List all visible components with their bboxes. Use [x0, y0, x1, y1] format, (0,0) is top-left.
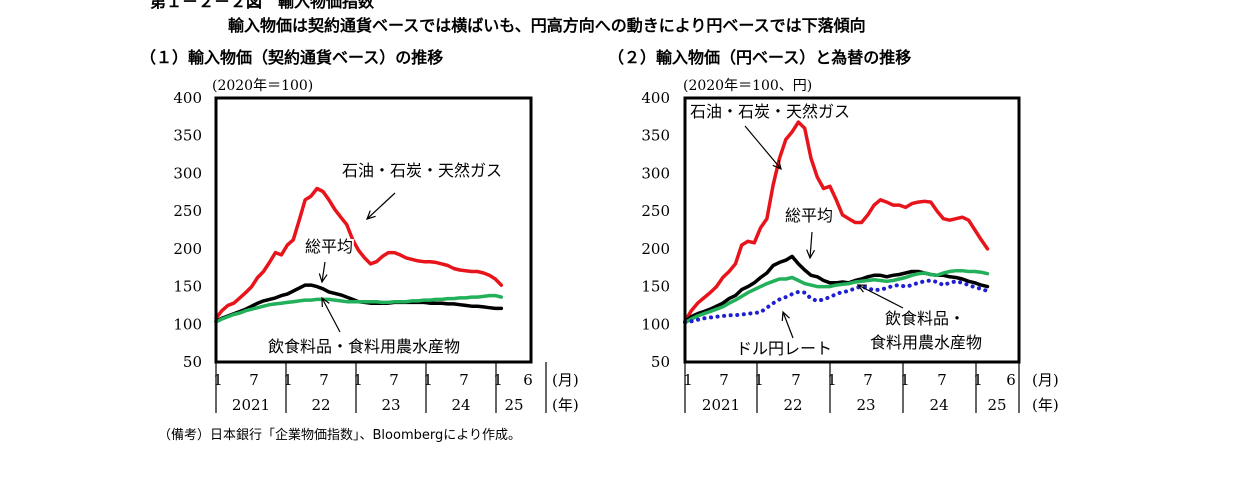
- y-tick-label: 400: [173, 89, 202, 107]
- y-tick-label: 100: [173, 315, 202, 333]
- month-tick-label: 1: [754, 371, 764, 389]
- y-tick-label: 400: [641, 89, 670, 107]
- series-line-oil: [214, 186, 504, 321]
- year-label: 2021: [702, 396, 740, 414]
- year-label: 25: [987, 396, 1006, 414]
- x-month-unit-label: (月): [1032, 371, 1059, 389]
- y-tick-label: 250: [173, 202, 202, 220]
- series-line-food: [214, 293, 504, 324]
- year-label: 23: [381, 396, 400, 414]
- month-tick-label: 7: [319, 371, 329, 389]
- series-annotation: 飲食料品・食料用農水産物: [268, 337, 460, 356]
- figure-subtitle: 輸入物価は契約通貨ベースでは横ばいも、円高方向への動きにより円ベースでは下落傾向: [228, 16, 866, 35]
- series-line-usdjpy: [683, 278, 990, 324]
- year-label: 24: [451, 396, 470, 414]
- y-tick-label: 200: [173, 240, 202, 258]
- month-tick-label: 1: [493, 371, 503, 389]
- unit-label: (2020年＝100、円): [683, 78, 812, 94]
- year-label: 24: [929, 396, 948, 414]
- panel-2-title: （２）輸入物価（円ベース）と為替の推移: [608, 48, 912, 67]
- arrow-head: [781, 310, 790, 322]
- month-tick-label: 1: [973, 371, 983, 389]
- series-annotation: 総平均: [785, 206, 833, 225]
- series-annotation: ドル円レート: [736, 339, 832, 358]
- year-label: 25: [504, 396, 523, 414]
- y-tick-label: 100: [641, 315, 670, 333]
- series-line-food: [683, 268, 990, 325]
- y-tick-label: 300: [173, 164, 202, 182]
- arrow-head: [856, 284, 868, 293]
- month-tick-label: 7: [791, 371, 801, 389]
- series-annotation: 飲食料品・: [885, 309, 965, 328]
- month-tick-label: 7: [863, 371, 873, 389]
- month-tick-label: 1: [283, 371, 293, 389]
- month-tick-label: 7: [459, 371, 469, 389]
- month-tick-label: 1: [423, 371, 433, 389]
- y-tick-label: 150: [173, 278, 202, 296]
- month-tick-label: 7: [937, 371, 947, 389]
- month-tick-label: 7: [389, 371, 399, 389]
- month-tick-label: 1: [900, 371, 910, 389]
- x-year-unit-label: (年): [552, 396, 579, 414]
- month-tick-label: 6: [523, 371, 533, 389]
- y-tick-label: 350: [641, 127, 670, 145]
- y-tick-label: 300: [641, 164, 670, 182]
- arrow-head: [772, 160, 782, 171]
- y-tick-label: 250: [641, 202, 670, 220]
- plot-frame: [214, 96, 533, 364]
- month-tick-label: 6: [1006, 371, 1016, 389]
- arrow-head: [365, 210, 376, 220]
- x-month-unit-label: (月): [552, 371, 579, 389]
- year-label: 22: [783, 396, 802, 414]
- annotation-arrow: [782, 311, 794, 339]
- y-tick-label: 350: [173, 127, 202, 145]
- month-tick-label: 1: [827, 371, 837, 389]
- month-tick-label: 7: [719, 371, 729, 389]
- y-tick-label: 200: [641, 240, 670, 258]
- y-tick-label: 50: [183, 353, 202, 371]
- y-tick-label: 150: [641, 278, 670, 296]
- year-label: 22: [311, 396, 330, 414]
- unit-label: (2020年＝100): [212, 78, 313, 94]
- series-annotation: 石油・石炭・天然ガス: [342, 161, 502, 180]
- annotation-arrow: [744, 125, 782, 170]
- arrow-head: [806, 249, 816, 260]
- y-tick-label: 50: [651, 353, 670, 371]
- source-note: （備考）日本銀行「企業物価指数」、Bloombergにより作成。: [158, 428, 521, 443]
- annotation-arrow: [321, 297, 341, 333]
- series-annotation: 石油・石炭・天然ガス: [690, 102, 850, 121]
- year-label: 23: [856, 396, 875, 414]
- plot-frame: [683, 96, 1021, 364]
- month-tick-label: 7: [249, 371, 259, 389]
- year-label: 2021: [232, 396, 270, 414]
- panel-1-title: （１）輸入物価（契約通貨ベース）の推移: [140, 48, 444, 67]
- arrow-head: [318, 273, 328, 284]
- month-tick-label: 1: [683, 371, 693, 389]
- annotation-arrow: [809, 231, 813, 259]
- series-line-oil: [683, 120, 990, 324]
- x-year-unit-label: (年): [1032, 396, 1059, 414]
- annotation-arrow: [321, 261, 326, 283]
- series-annotation: 食料用農水産物: [870, 333, 982, 352]
- annotation-arrow: [366, 192, 396, 220]
- series-annotation: 総平均: [305, 237, 353, 256]
- figure-title: 第１－２－２図 輸入物価指数: [150, 0, 375, 11]
- arrow-head: [321, 296, 330, 308]
- annotation-arrow: [857, 284, 904, 309]
- month-tick-label: 1: [213, 371, 223, 389]
- month-tick-label: 1: [353, 371, 363, 389]
